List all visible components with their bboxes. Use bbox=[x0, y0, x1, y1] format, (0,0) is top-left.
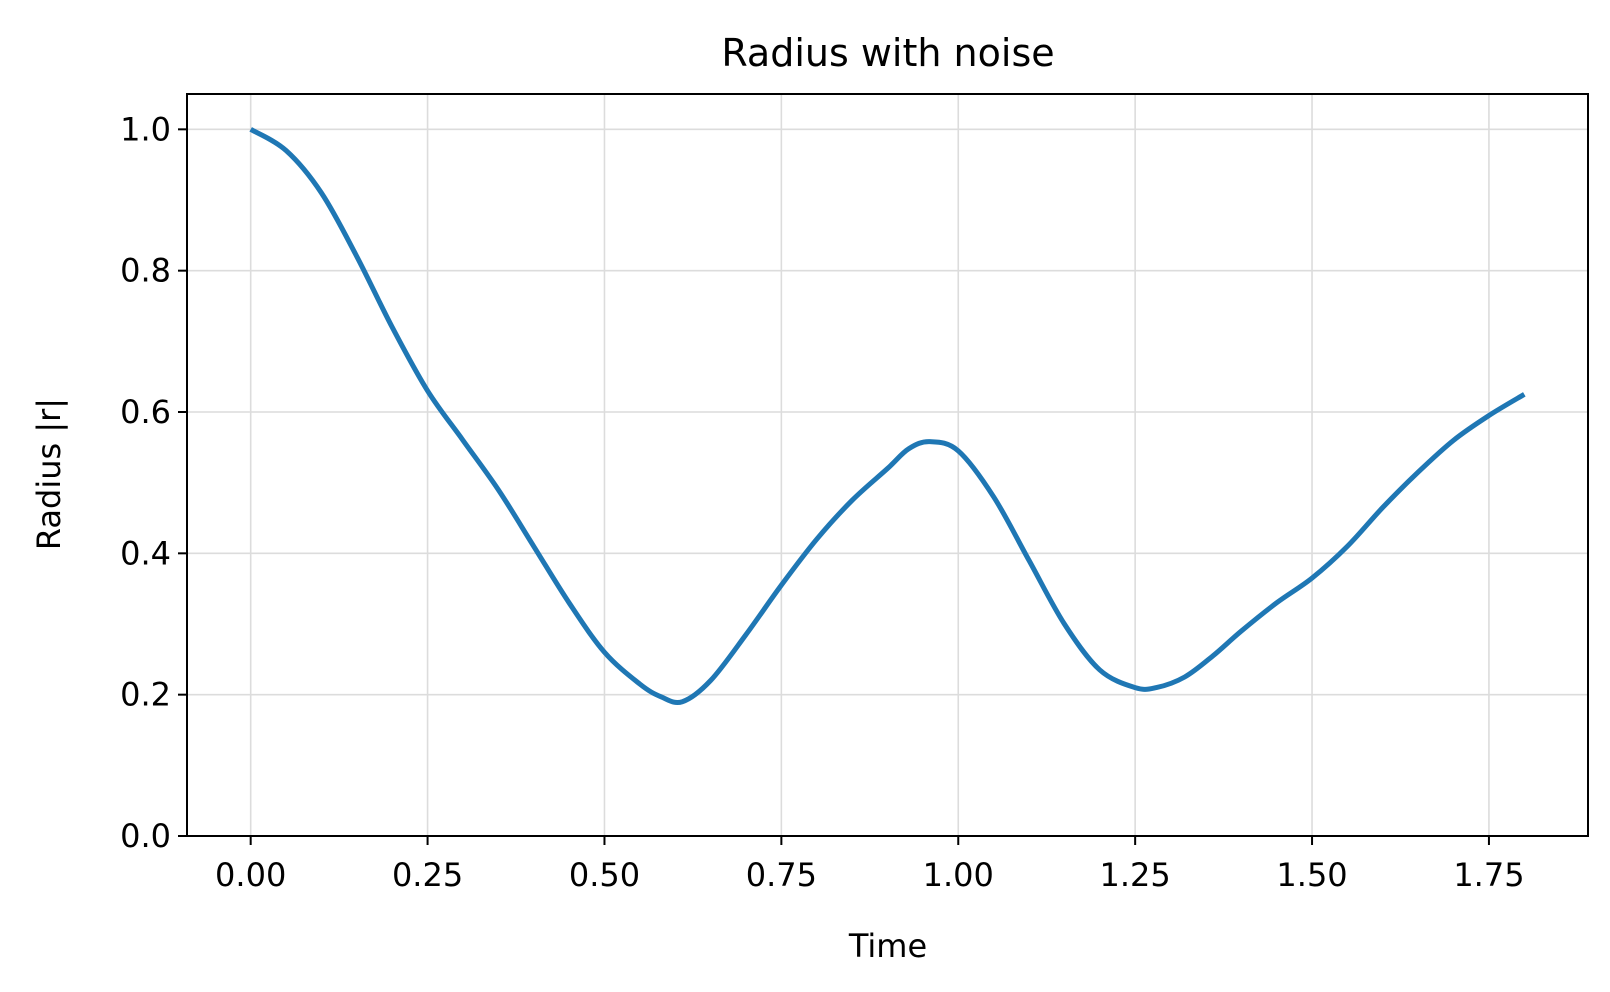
plot-area-frame bbox=[186, 93, 1589, 837]
y-tick-label: 0.2 bbox=[120, 676, 171, 714]
y-tick-label: 0.4 bbox=[120, 534, 171, 572]
x-tick-label: 1.75 bbox=[1453, 856, 1524, 894]
x-tick-label: 1.50 bbox=[1276, 856, 1347, 894]
y-tick-label: 0.8 bbox=[120, 252, 171, 290]
chart-title: Radius with noise bbox=[721, 31, 1054, 75]
x-axis-ticks: 0.00 0.25 0.50 0.75 1.00 1.25 1.50 1.75 bbox=[215, 836, 1525, 894]
x-tick-label: 0.50 bbox=[569, 856, 640, 894]
x-tick-label: 1.25 bbox=[1100, 856, 1171, 894]
x-tick-label: 0.25 bbox=[392, 856, 463, 894]
x-tick-label: 0.75 bbox=[746, 856, 817, 894]
x-tick-label: 1.00 bbox=[923, 856, 994, 894]
series-line bbox=[249, 127, 1526, 706]
x-axis-label: Time bbox=[848, 927, 927, 965]
y-axis-ticks: 0.0 0.2 0.4 0.6 0.8 1.0 bbox=[120, 110, 187, 855]
y-tick-label: 0.0 bbox=[120, 817, 171, 855]
y-tick-label: 0.6 bbox=[120, 393, 171, 431]
x-tick-label: 0.00 bbox=[215, 856, 286, 894]
y-axis-label: Radius |r| bbox=[30, 398, 68, 550]
grid bbox=[187, 94, 1588, 837]
y-tick-label: 1.0 bbox=[120, 110, 171, 148]
